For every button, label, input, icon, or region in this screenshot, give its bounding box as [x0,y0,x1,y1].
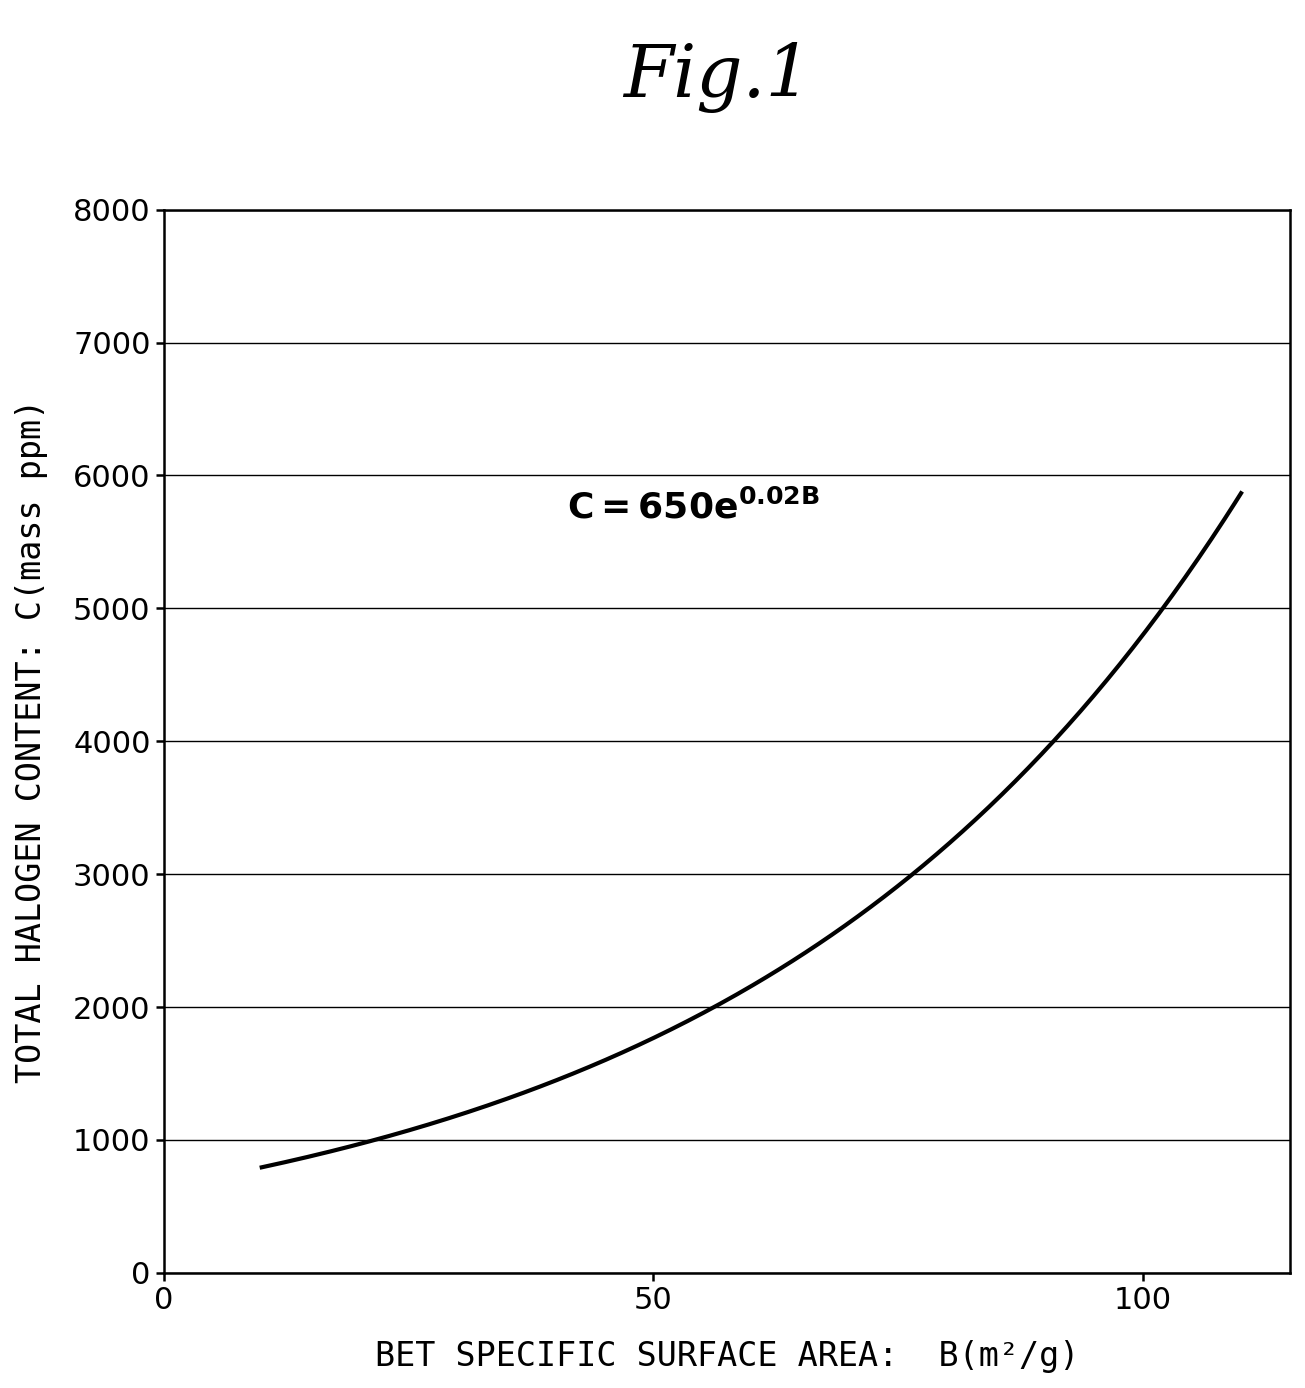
Text: Fig.1: Fig.1 [624,42,812,112]
Y-axis label: TOTAL HALOGEN CONTENT: C(mass ppm): TOTAL HALOGEN CONTENT: C(mass ppm) [14,400,48,1084]
X-axis label: BET SPECIFIC SURFACE AREA:  B(m²/g): BET SPECIFIC SURFACE AREA: B(m²/g) [375,1339,1079,1373]
Text: $\mathbf{C=650e^{0.02B}}$: $\mathbf{C=650e^{0.02B}}$ [566,489,820,526]
